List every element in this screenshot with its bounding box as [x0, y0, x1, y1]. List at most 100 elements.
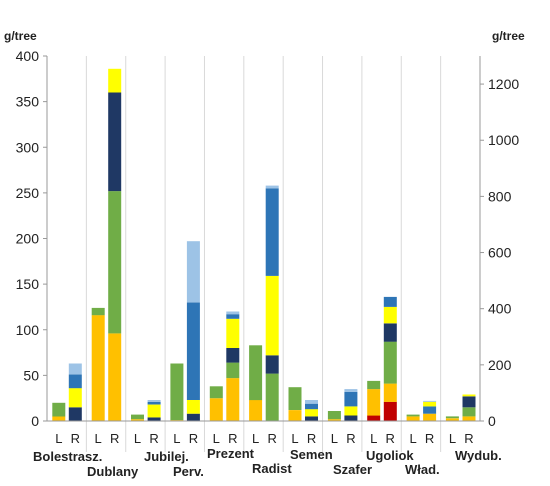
side-label: L — [95, 431, 102, 446]
right-tick-label: 600 — [488, 245, 512, 261]
bar-segment — [52, 416, 66, 421]
bar-segment — [226, 378, 240, 421]
right-tick-label: 1200 — [488, 76, 519, 92]
bar-segment — [209, 398, 223, 421]
bar-segment — [147, 401, 161, 405]
bar-segment — [383, 296, 397, 307]
side-label: R — [307, 431, 316, 446]
side-label: L — [55, 431, 62, 446]
side-label: R — [346, 431, 355, 446]
bar-segment — [52, 402, 66, 417]
right-tick-label: 200 — [488, 357, 512, 373]
right-tick-label: 800 — [488, 188, 512, 204]
bar-segment — [226, 318, 240, 348]
bar-segment — [423, 401, 437, 407]
bar-segment — [367, 380, 381, 390]
bar-segment — [147, 417, 161, 421]
bar-segment — [265, 188, 279, 276]
bar-segment — [423, 400, 437, 402]
bar-segment — [186, 241, 200, 303]
bar-segment — [327, 419, 341, 421]
left-tick-label: 50 — [23, 367, 39, 383]
bar-segment — [186, 400, 200, 414]
cultivar-label: Jubilej. — [144, 449, 189, 464]
cultivar-label: Prezent — [207, 446, 255, 461]
bar-segment — [265, 355, 279, 374]
side-label: R — [425, 431, 434, 446]
bar-segment — [108, 68, 122, 93]
side-label: L — [213, 431, 220, 446]
bar-segment — [367, 415, 381, 421]
bar-segment — [462, 407, 476, 417]
side-label: L — [370, 431, 377, 446]
left-tick-label: 350 — [16, 94, 40, 110]
bar-segment — [383, 341, 397, 384]
cultivar-label: Szafer — [333, 462, 372, 477]
axes: 0 50 100 150 200 250 300 350 400 0 200 400 600 800 100… — [16, 48, 520, 429]
bar-segment — [68, 363, 82, 375]
bar-segment — [383, 323, 397, 342]
side-label: L — [173, 431, 180, 446]
bar-segment — [327, 411, 341, 420]
bar-segment — [406, 414, 420, 417]
left-tick-label: 250 — [16, 185, 40, 201]
bar-segment — [91, 315, 105, 421]
side-label: R — [149, 431, 158, 446]
side-label: L — [449, 431, 456, 446]
bar-segment — [226, 362, 240, 379]
bar-segment — [423, 406, 437, 414]
category-labels: L R L R L R L R L R L R L R L R L R L R L RBolestrasz.Dublany… — [33, 431, 502, 479]
bar-segment — [288, 410, 302, 421]
bar-segment — [383, 306, 397, 324]
bar-segment — [226, 348, 240, 363]
bar-segment — [344, 389, 358, 392]
bar-segment — [91, 307, 105, 316]
side-label: L — [252, 431, 259, 446]
side-label: R — [71, 431, 80, 446]
cultivar-label: Wydub. — [455, 448, 502, 463]
right-tick-label: 400 — [488, 301, 512, 317]
left-tick-label: 100 — [16, 322, 40, 338]
bar-segment — [383, 383, 397, 402]
bar-segment — [344, 415, 358, 421]
bar-segment — [131, 419, 144, 421]
bar-segment — [445, 418, 459, 421]
side-label: R — [464, 431, 473, 446]
side-label: R — [386, 431, 395, 446]
bar-segment — [147, 404, 161, 418]
right-tick-label: 1000 — [488, 132, 519, 148]
bar-stacks — [52, 68, 476, 421]
bar-segment — [68, 374, 82, 389]
left-tick-label: 0 — [31, 413, 39, 429]
right-axis-unit-label: g/tree — [492, 29, 525, 43]
side-label: L — [291, 431, 298, 446]
left-tick-label: 150 — [16, 276, 40, 292]
side-label: L — [134, 431, 141, 446]
bar-segment — [186, 413, 200, 421]
bar-segment — [265, 373, 279, 421]
cultivar-label: Perv. — [173, 464, 204, 479]
bar-segment — [265, 185, 279, 189]
right-tick-label: 0 — [488, 413, 496, 429]
bar-segment — [226, 314, 240, 319]
left-tick-label: 300 — [16, 139, 40, 155]
bar-segment — [209, 386, 223, 399]
bar-segment — [423, 413, 437, 421]
bar-segment — [383, 401, 397, 421]
bar-segment — [170, 363, 184, 421]
bar-segment — [108, 333, 122, 421]
bar-segment — [108, 92, 122, 192]
bar-segment — [249, 400, 263, 421]
bar-segment — [249, 345, 263, 401]
side-label: L — [331, 431, 338, 446]
bar-segment — [265, 275, 279, 356]
cultivar-separators — [85, 56, 442, 452]
bar-segment — [288, 387, 302, 410]
side-label: R — [228, 431, 237, 446]
bar-segment — [147, 400, 161, 402]
bar-segment — [367, 389, 381, 416]
side-label: L — [409, 431, 416, 446]
left-tick-label: 200 — [16, 231, 40, 247]
bar-segment — [462, 396, 476, 408]
